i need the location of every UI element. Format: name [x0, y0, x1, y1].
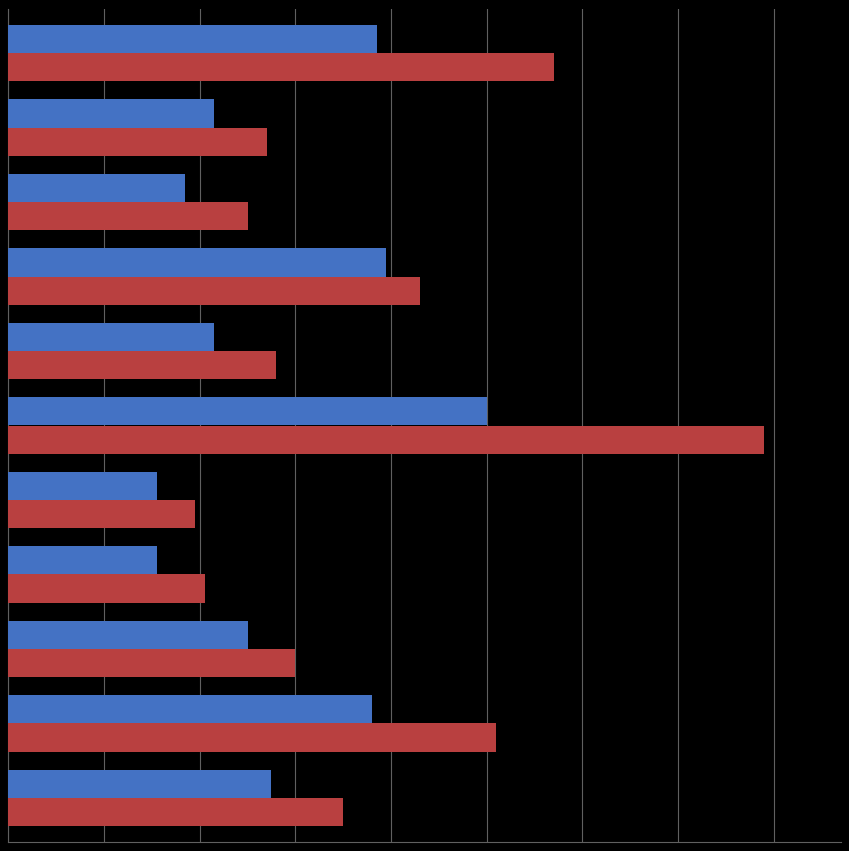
Bar: [8, 500, 195, 528]
Bar: [8, 53, 554, 82]
Bar: [8, 277, 419, 305]
Bar: [8, 25, 377, 53]
Bar: [8, 648, 295, 677]
Bar: [8, 202, 248, 231]
Bar: [8, 426, 764, 454]
Bar: [8, 397, 486, 426]
Bar: [8, 174, 185, 202]
Bar: [8, 695, 372, 723]
Bar: [8, 323, 214, 351]
Bar: [8, 620, 248, 648]
Bar: [8, 471, 157, 500]
Bar: [8, 128, 267, 156]
Bar: [8, 723, 496, 751]
Bar: [8, 100, 214, 128]
Bar: [8, 351, 276, 380]
Bar: [8, 546, 157, 574]
Bar: [8, 798, 343, 826]
Bar: [8, 248, 386, 277]
Bar: [8, 574, 205, 603]
Bar: [8, 769, 272, 798]
